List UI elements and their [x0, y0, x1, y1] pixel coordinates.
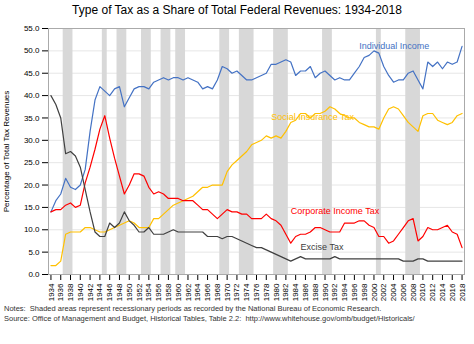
svg-text:2002: 2002	[379, 283, 388, 301]
svg-text:1992: 1992	[330, 283, 339, 301]
svg-text:1968: 1968	[213, 283, 222, 301]
svg-text:1952: 1952	[135, 283, 144, 301]
svg-text:1988: 1988	[311, 283, 320, 301]
svg-text:1936: 1936	[56, 283, 65, 301]
svg-text:1998: 1998	[360, 283, 369, 301]
html-text:Notes: Shaded areas represent: Notes: Shaded areas represent recessiona…	[4, 304, 382, 313]
svg-text:1954: 1954	[144, 283, 153, 301]
svg-text:1934: 1934	[47, 283, 56, 301]
svg-text:1958: 1958	[164, 283, 173, 301]
svg-text:5.0: 5.0	[28, 248, 40, 257]
svg-text:2010: 2010	[418, 283, 427, 301]
svg-text:1972: 1972	[232, 283, 241, 301]
svg-text:1966: 1966	[203, 283, 212, 301]
svg-text:10.0: 10.0	[24, 225, 40, 234]
html-text:Source: Office of Management a: Source: Office of Management and Budget,…	[4, 314, 415, 323]
svg-text:1986: 1986	[301, 283, 310, 301]
svg-text:1964: 1964	[193, 283, 202, 301]
svg-text:Excise Tax: Excise Tax	[301, 242, 344, 252]
svg-text:1938: 1938	[66, 283, 75, 301]
svg-text:15.0: 15.0	[24, 203, 40, 212]
svg-text:1950: 1950	[125, 283, 134, 301]
svg-text:2006: 2006	[399, 283, 408, 301]
svg-text:1974: 1974	[242, 283, 251, 301]
svg-text:1956: 1956	[154, 283, 163, 301]
svg-text:1940: 1940	[76, 283, 85, 301]
svg-text:0.0: 0.0	[28, 270, 40, 279]
svg-text:1996: 1996	[350, 283, 359, 301]
svg-text:2000: 2000	[370, 283, 379, 301]
svg-text:1976: 1976	[252, 283, 261, 301]
svg-text:45.0: 45.0	[24, 69, 40, 78]
svg-text:Social Insurance Tax: Social Insurance Tax	[271, 112, 354, 122]
svg-text:1970: 1970	[223, 283, 232, 301]
svg-text:1948: 1948	[115, 283, 124, 301]
svg-text:20.0: 20.0	[24, 181, 40, 190]
svg-text:2018: 2018	[458, 283, 467, 301]
svg-text:2012: 2012	[428, 283, 437, 301]
svg-text:Corporate Income Tax: Corporate Income Tax	[291, 206, 380, 216]
svg-text:35.0: 35.0	[24, 114, 40, 123]
svg-text:1984: 1984	[291, 283, 300, 301]
svg-text:2004: 2004	[389, 283, 398, 301]
svg-text:1946: 1946	[105, 283, 114, 301]
svg-text:30.0: 30.0	[24, 136, 40, 145]
svg-text:25.0: 25.0	[24, 158, 40, 167]
svg-text:1982: 1982	[281, 283, 290, 301]
svg-text:1990: 1990	[321, 283, 330, 301]
svg-text:Percentage of Total Tax Revenu: Percentage of Total Tax Revenues	[2, 91, 11, 213]
svg-text:1978: 1978	[262, 283, 271, 301]
svg-text:1962: 1962	[184, 283, 193, 301]
svg-text:1960: 1960	[174, 283, 183, 301]
svg-text:55.0: 55.0	[24, 24, 40, 33]
svg-text:1942: 1942	[86, 283, 95, 301]
svg-text:2016: 2016	[448, 283, 457, 301]
svg-text:50.0: 50.0	[24, 46, 40, 55]
svg-text:2014: 2014	[438, 283, 447, 301]
svg-text:1994: 1994	[340, 283, 349, 301]
svg-text:40.0: 40.0	[24, 91, 40, 100]
svg-text:2008: 2008	[409, 283, 418, 301]
html-text:Type of Tax as a Share of Tota: Type of Tax as a Share of Total Federal …	[72, 3, 402, 17]
svg-text:1944: 1944	[95, 283, 104, 301]
svg-text:1980: 1980	[272, 283, 281, 301]
svg-text:Individual Income: Individual Income	[359, 41, 429, 51]
